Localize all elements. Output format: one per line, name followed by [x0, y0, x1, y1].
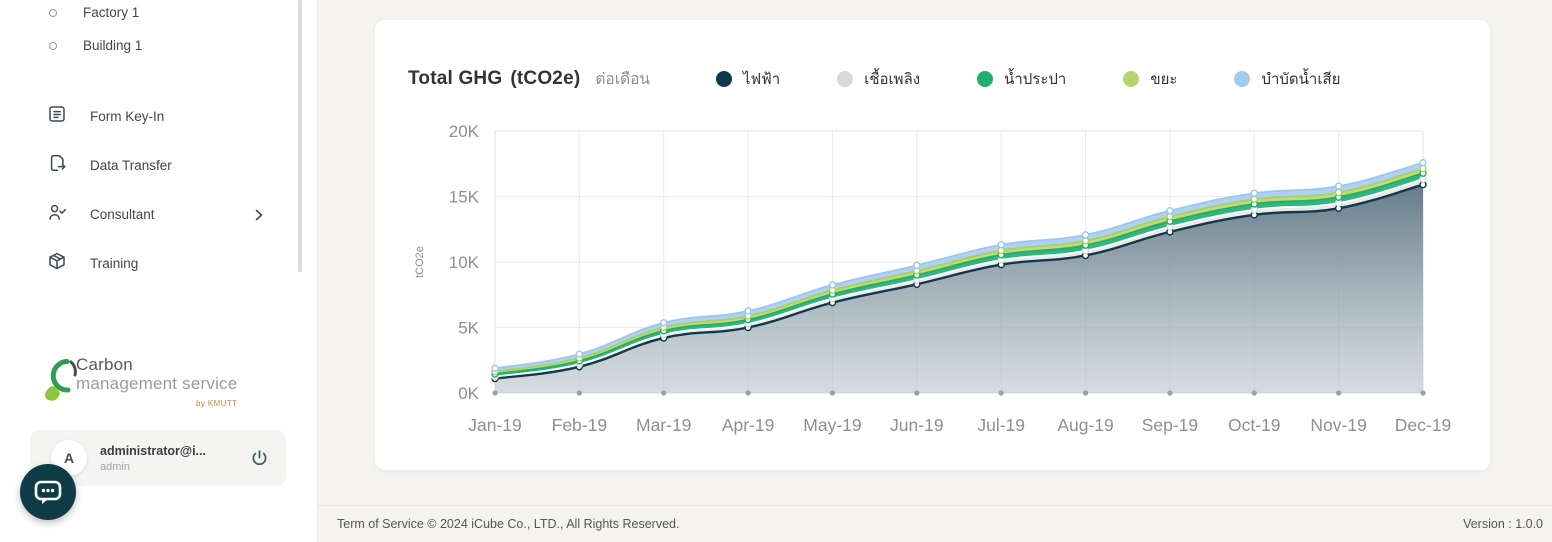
sidebar-item-training[interactable]: Training: [0, 239, 317, 288]
legend-label: ไฟฟ้า: [743, 70, 781, 88]
user-email: administrator@i...: [100, 443, 206, 458]
sidebar-menu: Form Key-In Data Transfer Consultant: [0, 92, 317, 288]
sidebar-item-building-1[interactable]: Building 1: [0, 29, 317, 62]
svg-text:Jun-19: Jun-19: [890, 415, 944, 435]
legend-dot: [977, 70, 994, 87]
user-account-card[interactable]: A administrator@i... admin: [30, 430, 286, 486]
terms-of-service-text: Term of Service © 2024 iCube Co., LTD., …: [337, 517, 680, 531]
svg-text:0K: 0K: [458, 384, 479, 403]
legend-dot: [1234, 70, 1251, 87]
svg-text:15K: 15K: [449, 188, 480, 207]
svg-text:5K: 5K: [458, 319, 479, 338]
svg-text:tCO2e: tCO2e: [414, 246, 426, 278]
legend-dot: [1123, 70, 1140, 87]
sidebar-item-form-key-in[interactable]: Form Key-In: [0, 92, 317, 141]
legend-label: เชื้อเพลิง: [864, 70, 921, 88]
package-box-icon: [47, 251, 67, 276]
consultant-person-icon: [47, 202, 67, 227]
legend-label: บำบัดน้ำเสีย: [1261, 70, 1341, 88]
logo-line1: Carbon: [76, 355, 133, 374]
svg-text:May-19: May-19: [803, 415, 861, 435]
svg-text:Sep-19: Sep-19: [1142, 415, 1198, 435]
sidebar: Factory 1 Building 1 Form Key-In: [0, 0, 318, 542]
svg-text:Nov-19: Nov-19: [1310, 415, 1366, 435]
chart-title-unit: (tCO2e): [510, 67, 581, 89]
svg-text:Aug-19: Aug-19: [1057, 415, 1113, 435]
tree-node-label: Building 1: [83, 38, 143, 53]
main-content: Total GHG (tCO2e) ต่อเดือน ไฟฟ้า เชื้อเพลิ…: [318, 0, 1552, 542]
legend-label: น้ำประปา: [1004, 70, 1067, 88]
tree-node-icon: [49, 8, 57, 17]
logout-power-button[interactable]: [249, 448, 270, 469]
svg-text:Jan-19: Jan-19: [468, 415, 522, 435]
sidebar-item-label: Form Key-In: [90, 109, 165, 124]
total-ghg-chart-card: Total GHG (tCO2e) ต่อเดือน ไฟฟ้า เชื้อเพลิ…: [375, 20, 1490, 470]
chat-widget-button[interactable]: [20, 464, 76, 520]
svg-text:Mar-19: Mar-19: [636, 415, 691, 435]
chevron-right-icon: [251, 207, 267, 223]
svg-text:Dec-19: Dec-19: [1395, 415, 1451, 435]
svg-text:Apr-19: Apr-19: [722, 415, 775, 435]
chart-legend: ไฟฟ้า เชื้อเพลิง น้ำประปา ขยะ บำบัดน้ำเสีย: [716, 67, 1340, 91]
logo-byline: by KMUTT: [195, 399, 238, 408]
ghg-stacked-area-chart: 0K 5K 10K 15K 20K Jan-19 Feb-19 Mar-19 Apr-19 May…: [414, 122, 1451, 435]
svg-text:Oct-19: Oct-19: [1228, 415, 1281, 435]
tree-node-label: Factory 1: [83, 5, 140, 20]
legend-label: ขยะ: [1150, 70, 1178, 88]
sidebar-item-label: Consultant: [90, 207, 155, 222]
logo-line2: management service: [76, 374, 238, 393]
sidebar-item-consultant[interactable]: Consultant: [0, 190, 317, 239]
legend-item[interactable]: บำบัดน้ำเสีย: [1234, 67, 1340, 91]
user-role: admin: [100, 460, 130, 473]
legend-dot: [837, 70, 854, 87]
sidebar-item-data-transfer[interactable]: Data Transfer: [0, 141, 317, 190]
chart-header: Total GHG (tCO2e) ต่อเดือน ไฟฟ้า เชื้อเพลิ…: [375, 20, 1490, 91]
footer: Term of Service © 2024 iCube Co., LTD., …: [318, 505, 1552, 542]
chart-title-text: Total GHG: [408, 67, 503, 89]
sidebar-item-label: Training: [90, 256, 139, 271]
svg-text:Feb-19: Feb-19: [552, 415, 607, 435]
legend-item[interactable]: ขยะ: [1123, 67, 1177, 91]
carbon-management-logo: Carbon management service by KMUTT: [38, 352, 268, 412]
svg-text:Jul-19: Jul-19: [977, 415, 1025, 435]
svg-text:10K: 10K: [449, 253, 480, 272]
logo-text: Carbon management service by KMUTT: [76, 356, 237, 413]
sidebar-item-label: Data Transfer: [90, 158, 172, 173]
legend-item[interactable]: ไฟฟ้า: [716, 67, 780, 91]
chart-subtitle: ต่อเดือน: [595, 71, 651, 88]
legend-dot: [716, 70, 733, 87]
leaf-logo-icon: [38, 354, 80, 407]
legend-item[interactable]: น้ำประปา: [977, 67, 1066, 91]
document-transfer-icon: [47, 153, 67, 178]
chart-area: 0K 5K 10K 15K 20K Jan-19 Feb-19 Mar-19 Apr-19 May…: [375, 91, 1490, 450]
sidebar-scrollbar[interactable]: [298, 0, 302, 272]
form-icon: [47, 104, 67, 129]
power-icon: [252, 449, 267, 465]
tree-node-icon: [49, 41, 57, 50]
user-info: administrator@i... admin: [100, 444, 206, 473]
chat-bubble-icon: [34, 480, 62, 504]
svg-text:20K: 20K: [449, 122, 480, 141]
legend-item[interactable]: เชื้อเพลิง: [837, 67, 920, 91]
chart-title: Total GHG (tCO2e): [408, 68, 580, 90]
sidebar-item-factory-1[interactable]: Factory 1: [0, 0, 317, 29]
version-text: Version : 1.0.0: [1463, 517, 1543, 531]
